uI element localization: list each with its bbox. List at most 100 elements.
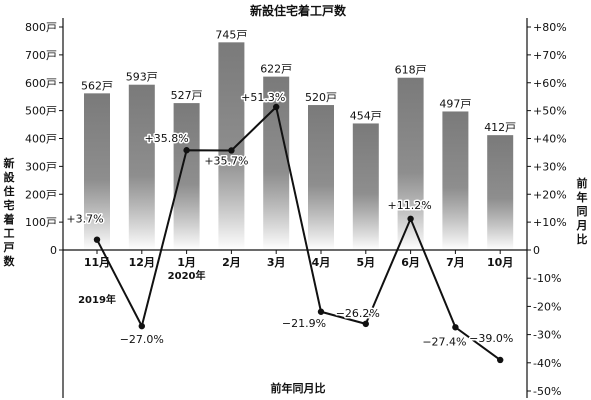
yoy-point [228, 147, 235, 154]
right-tick-label: 0 [533, 244, 540, 257]
bar-value-label: 520戸 [305, 91, 337, 104]
right-tick-label: +50% [533, 105, 567, 118]
year-labels-group: 2019年 2020年 [78, 269, 205, 306]
bar-value-label: 497戸 [439, 97, 471, 110]
yoy-value-label: −27.0% [120, 333, 164, 346]
yoy-value-label: +35.8% [145, 132, 189, 145]
yoy-point [273, 103, 280, 111]
axis-label-char: 工 [4, 227, 15, 240]
yoy-point [317, 308, 325, 315]
axis-label-char: 比 [577, 232, 588, 246]
yoy-point [407, 215, 414, 222]
category-label: 4月 [312, 256, 331, 269]
bar [442, 111, 469, 251]
yoy-line [96, 105, 501, 361]
left-tick-label: 200戸 [25, 188, 57, 201]
year-label: 2019年 [78, 293, 116, 306]
yoy-points-group [93, 103, 504, 364]
bar [173, 103, 200, 250]
left-tick-label: 600戸 [25, 77, 57, 90]
bar [397, 77, 424, 250]
axis-label-char: 住 [4, 184, 15, 198]
yoy-point [183, 147, 190, 154]
bar [487, 135, 514, 250]
axis-label-char: 設 [4, 170, 16, 184]
axis-label-char: 宅 [4, 198, 15, 212]
bar-value-label: 454戸 [350, 109, 382, 122]
yoy-point [138, 322, 145, 330]
left-tick-label: 500戸 [25, 105, 57, 118]
category-label: 11月 [84, 256, 110, 269]
left-tick-label: 100戸 [25, 216, 57, 229]
left-tick-label: 400戸 [25, 133, 57, 146]
right-tick-label: +30% [533, 160, 567, 173]
yoy-value-label: +3.7% [66, 213, 103, 226]
yoy-point [452, 324, 459, 331]
right-tick-label: -40% [533, 357, 561, 370]
yoy-point [93, 236, 101, 243]
left-tick-label: 0 [50, 244, 57, 257]
category-label: 7月 [446, 256, 465, 269]
right-axis-label: 前年同月比 [576, 176, 588, 246]
right-tick-label: +80% [533, 21, 567, 34]
right-tick-label: -10% [533, 272, 561, 285]
bar [128, 84, 155, 250]
bar-value-label: 745戸 [215, 28, 247, 41]
right-tick-label: +10% [533, 216, 567, 229]
bar-value-label: 593戸 [126, 71, 158, 84]
left-tick-label: 800戸 [25, 21, 57, 34]
category-label: 10月 [487, 256, 513, 269]
category-label: 5月 [356, 256, 375, 269]
bar-value-label: 562戸 [81, 79, 113, 92]
bar-value-label: 618戸 [395, 64, 427, 77]
yoy-value-label: +35.7% [204, 154, 248, 167]
bar-labels-group: 562戸 593戸 527戸 745戸 622戸 520戸 454戸 618戸 497戸 412戸 [81, 28, 516, 134]
category-labels-group: 11月 12月 1月 2月 3月 4月 5月 6月 7月 10月 [84, 250, 513, 269]
left-axis-label: 新設住宅着工戸数 [3, 156, 16, 268]
bar-value-label: 527戸 [171, 89, 203, 102]
left-ticks-group: 0 100戸 200戸 300戸 400戸 500戸 600戸 700戸 800戸 [25, 21, 63, 257]
axis-label-char: 数 [4, 254, 16, 268]
axis-label-char: 前 [577, 176, 588, 190]
axis-label-char: 新 [4, 156, 15, 170]
yoy-value-label: +51.3% [241, 91, 285, 104]
year-label: 2020年 [168, 269, 206, 282]
bar-value-label: 622戸 [260, 63, 292, 76]
right-tick-label: +40% [533, 133, 567, 146]
axis-label-char: 戸 [4, 241, 15, 254]
yoy-value-label: −27.4% [422, 335, 466, 348]
x-axis-label: 前年同月比 [271, 381, 326, 395]
category-label: 1月 [177, 256, 196, 269]
right-tick-label: +70% [533, 49, 567, 62]
right-tick-label: +60% [533, 77, 567, 90]
bar [352, 123, 379, 250]
right-tick-label: +20% [533, 188, 567, 201]
axis-label-char: 着 [3, 212, 15, 226]
yoy-value-label: −21.9% [282, 317, 326, 330]
bar [84, 93, 110, 250]
right-tick-label: -20% [533, 300, 561, 313]
right-tick-label: -50% [533, 385, 561, 398]
yoy-value-label: −39.0% [469, 332, 513, 345]
category-label: 3月 [267, 256, 286, 269]
yoy-labels-group: +3.7% −27.0% +35.8% +35.7% +51.3% −21.9% −26.2… [65, 90, 515, 350]
category-label: 6月 [401, 256, 420, 269]
axis-label-char: 月 [576, 219, 588, 232]
bar [218, 42, 245, 250]
yoy-value-label: −26.2% [336, 307, 380, 320]
category-label: 12月 [129, 256, 155, 269]
category-label: 2月 [222, 256, 241, 269]
chart-title: 新設住宅着工戸数 [250, 3, 347, 18]
bar [308, 105, 334, 250]
left-tick-label: 300戸 [25, 160, 57, 173]
right-tick-label: -30% [533, 329, 561, 342]
yoy-point [497, 356, 504, 364]
right-ticks-group: -50% -40% -30% -20% -10% 0 +10% +20% +30% +40% +50… [527, 21, 567, 398]
yoy-value-label: +11.2% [388, 199, 432, 212]
left-tick-label: 700戸 [25, 49, 57, 62]
axis-label-char: 年 [577, 190, 588, 204]
yoy-point [362, 320, 369, 328]
bar-value-label: 412戸 [484, 121, 516, 134]
axis-label-char: 同 [577, 205, 588, 218]
